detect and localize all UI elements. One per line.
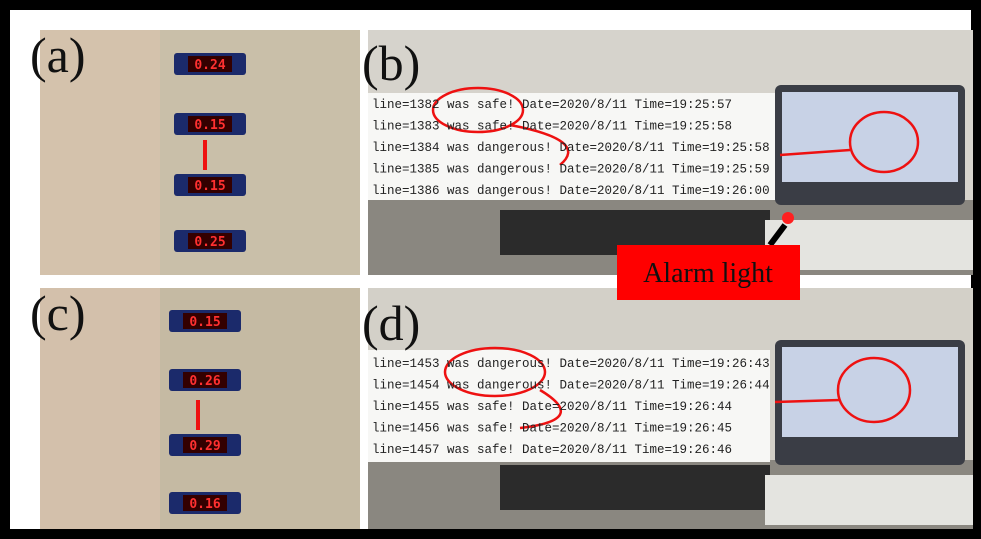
laptop-screen xyxy=(782,347,958,437)
log-line: line=1453 was dangerous! Date=2020/8/11 … xyxy=(372,357,770,371)
sensor-reading: 0.26 xyxy=(189,374,220,389)
instrument xyxy=(765,475,973,525)
log-line: line=1385 was dangerous! Date=2020/8/11 … xyxy=(372,163,770,177)
log-line: line=1383 was safe! Date=2020/8/11 Time=… xyxy=(372,120,732,134)
log-line: line=1456 was safe! Date=2020/8/11 Time=… xyxy=(372,422,732,436)
log-line: line=1455 was safe! Date=2020/8/11 Time=… xyxy=(372,400,732,414)
log-line: line=1457 was safe! Date=2020/8/11 Time=… xyxy=(372,443,732,457)
panel-label: (b) xyxy=(362,35,420,91)
sensor-reading: 0.16 xyxy=(189,497,220,512)
figure: (a) 0.24 0.15 0.15 0.25 (b) line=1382 was safe… xyxy=(0,0,981,539)
sensor-reading: 0.29 xyxy=(189,439,220,454)
sensor-reading: 0.25 xyxy=(194,235,225,250)
callout: Alarm light xyxy=(643,258,773,289)
alarm-led xyxy=(782,212,794,224)
sensor-reading: 0.15 xyxy=(194,118,225,133)
sensor-reading: 0.15 xyxy=(189,315,220,330)
sensor-reading: 0.15 xyxy=(194,179,225,194)
sensor-reading: 0.24 xyxy=(194,58,225,73)
panel-label: (d) xyxy=(362,295,420,351)
device xyxy=(500,465,770,510)
log-line: line=1454 was dangerous! Date=2020/8/11 … xyxy=(372,379,770,393)
panel-label: (c) xyxy=(30,285,86,341)
log-line: line=1386 was dangerous! Date=2020/8/11 … xyxy=(372,184,770,198)
panel-label: (a) xyxy=(30,27,86,83)
log-line: line=1384 was dangerous! Date=2020/8/11 … xyxy=(372,141,770,155)
log-line: line=1382 was safe! Date=2020/8/11 Time=… xyxy=(372,98,732,112)
